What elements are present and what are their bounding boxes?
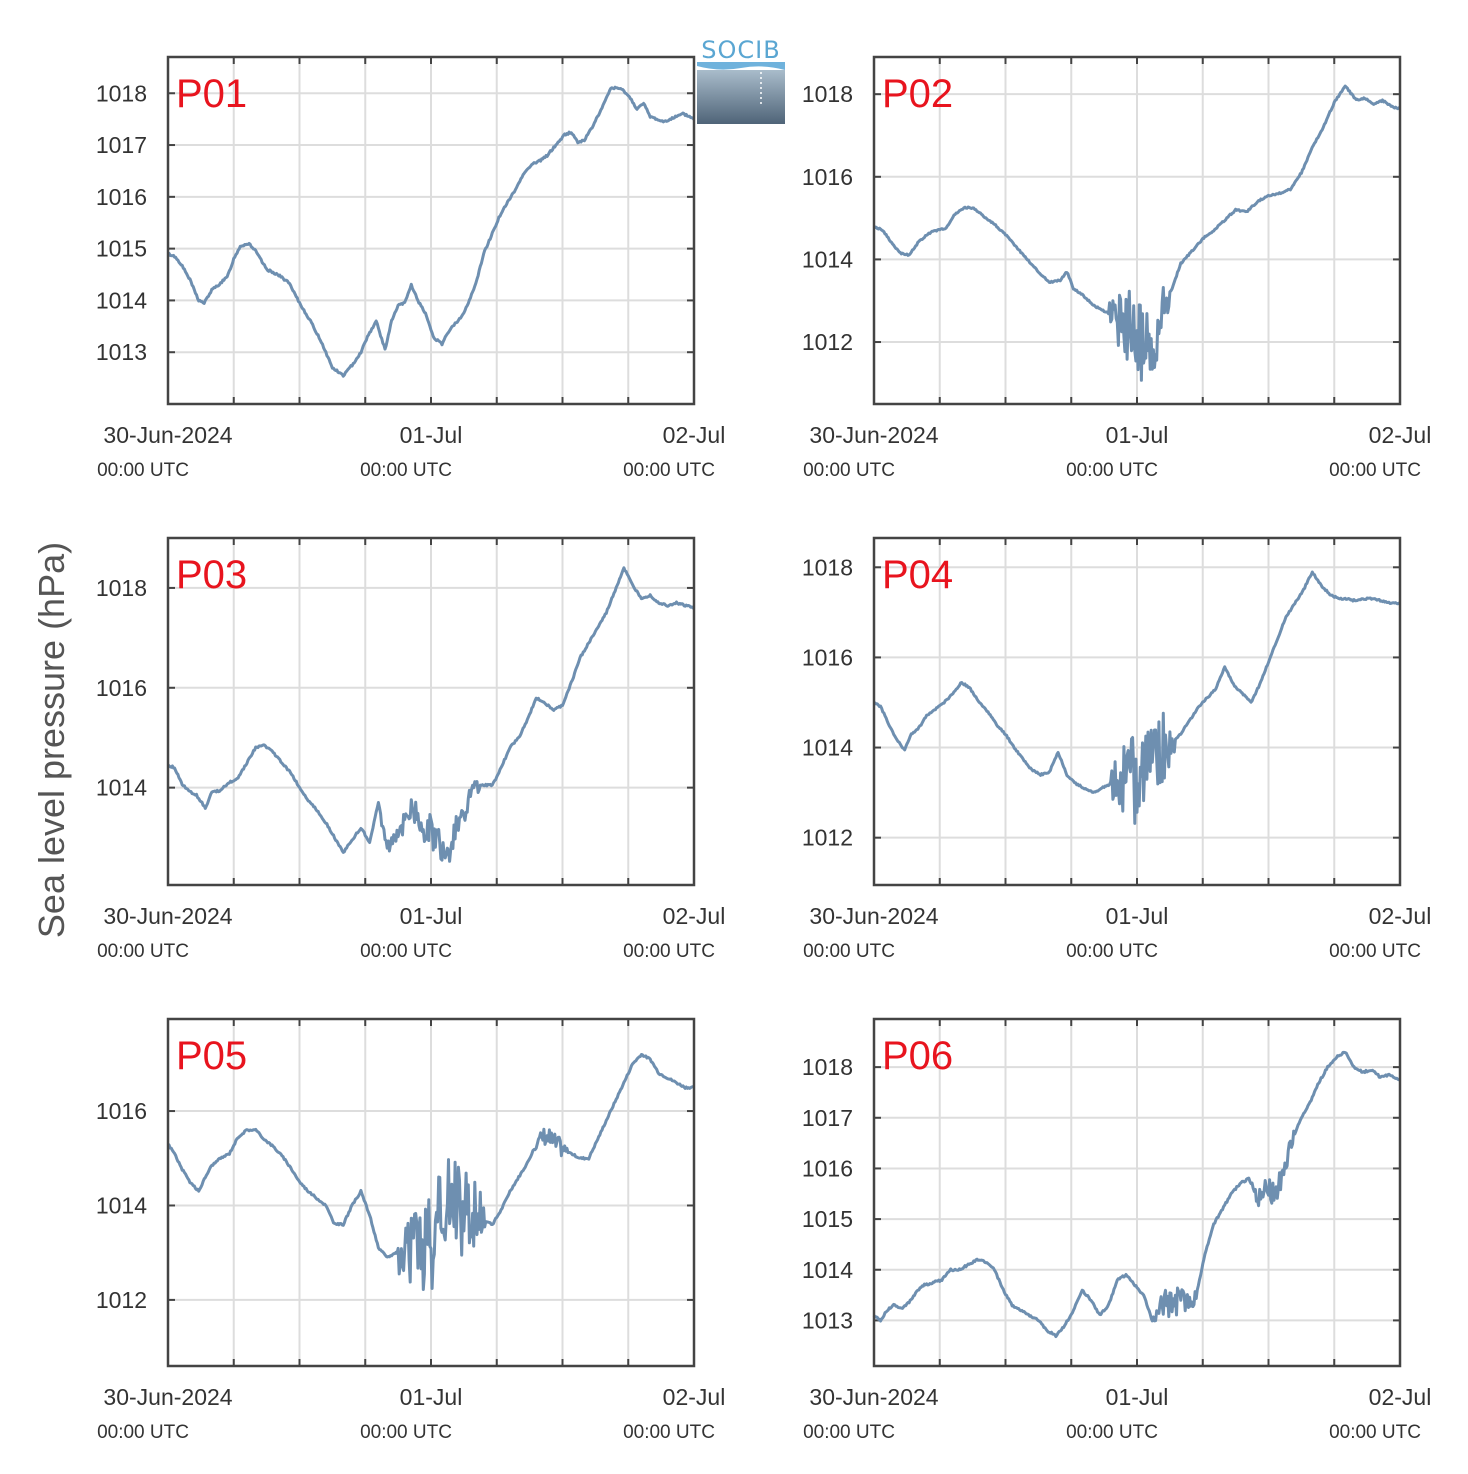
y-tick-label: 1016: [96, 184, 147, 210]
x-tick-label: 02-Jul: [663, 422, 726, 448]
station-label: P05: [176, 1034, 247, 1078]
y-tick-label: 1015: [802, 1206, 853, 1232]
y-tick-label: 1014: [96, 775, 147, 801]
pressure-series-line: [166, 1053, 695, 1291]
x-tick-time-label: 00:00 UTC: [803, 1422, 895, 1443]
y-tick-label: 1018: [802, 554, 853, 580]
y-tick-label: 1012: [802, 329, 853, 355]
gridlines: [168, 538, 694, 885]
gridlines: [168, 1019, 694, 1366]
x-tick-time-label: 00:00 UTC: [360, 1422, 452, 1443]
y-tick-label: 1012: [802, 825, 853, 851]
y-tick-label: 1014: [802, 246, 853, 272]
x-tick-time-label: 00:00 UTC: [1066, 941, 1158, 962]
x-tick-label: 01-Jul: [1106, 422, 1169, 448]
x-tick-time-label: 00:00 UTC: [803, 460, 895, 481]
x-tick-label: 30-Jun-2024: [103, 1384, 232, 1410]
y-tick-label: 1016: [802, 164, 853, 190]
plot-frame: [166, 55, 696, 406]
x-tick-label: 02-Jul: [663, 903, 726, 929]
x-tick-time-label: 00:00 UTC: [360, 460, 452, 481]
x-tick-label: 01-Jul: [400, 422, 463, 448]
chart-panel-p05: 1012 1014 1016 P05 30-Jun-2024 00:00 UTC 01-Ju…: [96, 1017, 726, 1443]
y-axis-label: Sea level pressure (hPa): [31, 542, 72, 938]
x-tick-time-label: 00:00 UTC: [360, 941, 452, 962]
socib-logo-wave: [697, 62, 785, 70]
pressure-series-line: [166, 566, 695, 863]
x-tick-label: 02-Jul: [1369, 903, 1432, 929]
x-tick-label: 01-Jul: [400, 903, 463, 929]
y-tick-label: 1014: [802, 1257, 853, 1283]
x-tick-time-label: 00:00 UTC: [1329, 460, 1421, 481]
plot-frame: [166, 1017, 696, 1368]
y-tick-label: 1017: [96, 132, 147, 158]
plot-frame: [166, 536, 696, 887]
chart-panel-p06: 1013 1014 1015 1016 1017 1018 P06 30-Jun-2024 00…: [802, 1017, 1432, 1443]
plot-frame: [872, 536, 1402, 887]
x-tick-time-label: 00:00 UTC: [623, 941, 715, 962]
x-tick-time-label: 00:00 UTC: [97, 460, 189, 481]
y-tick-label: 1012: [96, 1287, 147, 1313]
station-label: P03: [176, 553, 247, 597]
plot-frame: [872, 1017, 1402, 1368]
x-tick-label: 02-Jul: [663, 1384, 726, 1410]
x-tick-label: 30-Jun-2024: [809, 903, 938, 929]
pressure-series-line: [872, 1050, 1401, 1339]
station-label: P04: [882, 553, 953, 597]
x-tick-label: 30-Jun-2024: [809, 422, 938, 448]
x-tick-time-label: 00:00 UTC: [803, 941, 895, 962]
station-label: P01: [176, 72, 247, 116]
y-tick-label: 1016: [802, 1155, 853, 1181]
y-tick-label: 1018: [802, 1054, 853, 1080]
y-tick-label: 1016: [96, 675, 147, 701]
x-tick-time-label: 00:00 UTC: [1066, 460, 1158, 481]
y-tick-label: 1014: [96, 287, 147, 313]
y-tick-label: 1018: [96, 80, 147, 106]
plot-frame: [872, 55, 1402, 406]
y-tick-label: 1014: [96, 1192, 147, 1218]
y-tick-label: 1016: [96, 1098, 147, 1124]
y-tick-label: 1015: [96, 236, 147, 262]
chart-panel-p01: 1013 1014 1015 1016 1017 1018 P01 30-Jun-2024 00…: [96, 55, 726, 481]
y-tick-label: 1018: [96, 575, 147, 601]
x-tick-label: 01-Jul: [400, 1384, 463, 1410]
chart-panel-p02: 1012 1014 1016 1018 P02 30-Jun-2024 00:00 UTC 0…: [802, 55, 1432, 481]
x-tick-time-label: 00:00 UTC: [1329, 941, 1421, 962]
y-tick-label: 1014: [802, 735, 853, 761]
y-tick-label: 1018: [802, 81, 853, 107]
chart-panel-p04: 1012 1014 1016 1018 P04 30-Jun-2024 00:00 UTC 0…: [802, 536, 1432, 962]
pressure-series-line: [167, 85, 696, 378]
x-tick-label: 01-Jul: [1106, 903, 1169, 929]
station-label: P02: [882, 72, 953, 116]
x-tick-time-label: 00:00 UTC: [97, 941, 189, 962]
chart-panel-p03: 1014 1016 1018 P03 30-Jun-2024 00:00 UTC 01-Ju…: [96, 536, 726, 962]
y-tick-label: 1017: [802, 1105, 853, 1131]
x-tick-time-label: 00:00 UTC: [623, 1422, 715, 1443]
x-tick-time-label: 00:00 UTC: [1066, 1422, 1158, 1443]
socib-logo-body: [697, 70, 785, 124]
x-tick-label: 30-Jun-2024: [103, 903, 232, 929]
socib-logo: SOCIB: [697, 36, 785, 124]
x-tick-label: 30-Jun-2024: [103, 422, 232, 448]
y-tick-label: 1013: [96, 339, 147, 365]
x-tick-label: 30-Jun-2024: [809, 1384, 938, 1410]
station-label: P06: [882, 1034, 953, 1078]
pressure-series-line: [873, 570, 1401, 825]
y-tick-label: 1013: [802, 1307, 853, 1333]
socib-logo-text: SOCIB: [701, 36, 780, 64]
x-tick-time-label: 00:00 UTC: [97, 1422, 189, 1443]
x-tick-label: 02-Jul: [1369, 422, 1432, 448]
y-tick-label: 1016: [802, 644, 853, 670]
x-tick-time-label: 00:00 UTC: [1329, 1422, 1421, 1443]
x-tick-time-label: 00:00 UTC: [623, 460, 715, 481]
x-tick-label: 01-Jul: [1106, 1384, 1169, 1410]
pressure-series-line: [872, 84, 1401, 382]
x-tick-label: 02-Jul: [1369, 1384, 1432, 1410]
